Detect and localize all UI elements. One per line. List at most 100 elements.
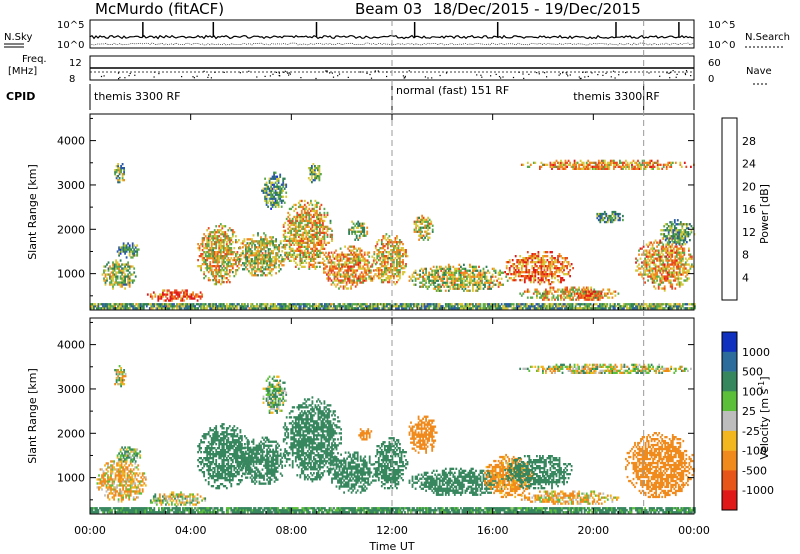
echo-cell — [443, 285, 446, 288]
echo-cell — [253, 307, 255, 310]
echo-cell — [150, 307, 153, 310]
echo-cell — [112, 263, 114, 266]
echo-cell — [368, 277, 371, 280]
echo-cell — [201, 263, 204, 266]
echo-cell — [606, 214, 609, 218]
echo-cell — [347, 253, 349, 256]
echo-cell — [227, 253, 230, 256]
echo-cell — [306, 223, 309, 227]
echo-cell — [583, 296, 586, 299]
echo-cell — [534, 290, 537, 293]
echo-cell — [119, 248, 122, 251]
echo-cell — [356, 279, 359, 282]
echo-cell — [588, 161, 591, 164]
echo-cell — [385, 279, 388, 282]
echo-cell — [305, 225, 308, 228]
echo-cell — [638, 253, 640, 256]
echo-cell — [577, 294, 580, 297]
echo-cell — [206, 237, 209, 240]
echo-cell — [543, 273, 546, 276]
echo-cell — [287, 307, 290, 310]
echo-cell — [324, 271, 327, 274]
echo-cell — [351, 273, 354, 276]
echo-cell — [388, 271, 391, 274]
echo-cell — [305, 215, 308, 219]
echo-cell — [539, 261, 541, 264]
echo-cell — [352, 303, 355, 306]
echo-cell — [302, 217, 305, 221]
echo-cell — [306, 243, 309, 246]
echo-cell — [279, 195, 282, 198]
echo-cell — [97, 303, 100, 306]
echo-cell — [425, 234, 428, 237]
echo-cell — [228, 281, 231, 284]
echo-cell — [572, 165, 574, 168]
echo-cell — [635, 305, 637, 308]
echo-cell — [227, 247, 230, 250]
echo-cell — [227, 307, 230, 310]
echo-cell — [235, 255, 237, 258]
echo-cell — [416, 303, 418, 306]
echo-cell — [106, 279, 108, 282]
echo-cell — [511, 263, 514, 266]
echo-cell — [302, 233, 305, 236]
echo-cell — [296, 233, 299, 236]
echo-cell — [640, 163, 642, 166]
echo-cell — [408, 279, 411, 282]
echo-cell — [299, 259, 302, 262]
echo-cell — [517, 263, 520, 266]
echo-cell — [146, 293, 149, 296]
echo-cell — [441, 277, 444, 280]
echo-cell — [254, 260, 256, 263]
echo-cell — [397, 251, 400, 254]
echo-cell — [356, 263, 359, 266]
echo-cell — [388, 281, 391, 284]
echo-cell — [688, 307, 690, 310]
echo-cell — [552, 281, 555, 284]
echo-cell — [185, 303, 187, 306]
echo-cell — [561, 288, 564, 291]
echo-cell — [464, 271, 467, 274]
echo-cell — [629, 303, 631, 306]
echo-cell — [210, 305, 213, 308]
echo-cell — [133, 305, 136, 308]
echo-cell — [201, 237, 204, 240]
echo-cell — [329, 221, 332, 225]
echo-cell — [569, 294, 571, 297]
echo-cell — [115, 263, 117, 266]
echo-cell — [422, 285, 424, 288]
echo-cell — [511, 265, 514, 268]
echo-cell — [421, 222, 423, 225]
echo-cell — [338, 259, 340, 262]
echo-cell — [467, 269, 470, 272]
echo-cell — [430, 220, 433, 223]
echo-cell — [114, 169, 116, 172]
echo-cell — [638, 249, 640, 252]
echo-cell — [111, 307, 113, 310]
echo-cell — [432, 279, 435, 282]
echo-cell — [368, 271, 371, 274]
echo-cell — [246, 242, 249, 245]
echo-cell — [588, 290, 591, 293]
echo-cell — [419, 222, 422, 225]
echo-cell — [273, 264, 276, 267]
echo-cell — [105, 305, 107, 308]
echo-cell — [526, 259, 529, 262]
echo-cell — [418, 230, 420, 233]
echo-cell — [96, 307, 98, 310]
echo-cell — [265, 193, 268, 196]
echo-cell — [345, 263, 348, 266]
echo-cell — [519, 263, 522, 266]
echo-cell — [263, 244, 265, 247]
echo-cell — [540, 273, 543, 276]
echo-cell — [306, 239, 309, 242]
echo-cell — [266, 268, 268, 271]
echo-cell — [216, 237, 219, 240]
echo-cell — [356, 257, 359, 260]
echo-cell — [282, 177, 285, 180]
echo-cell — [476, 275, 479, 278]
echo-cell — [197, 265, 199, 268]
echo-cell — [558, 267, 561, 270]
echo-cell — [248, 256, 250, 259]
echo-cell — [397, 249, 400, 252]
